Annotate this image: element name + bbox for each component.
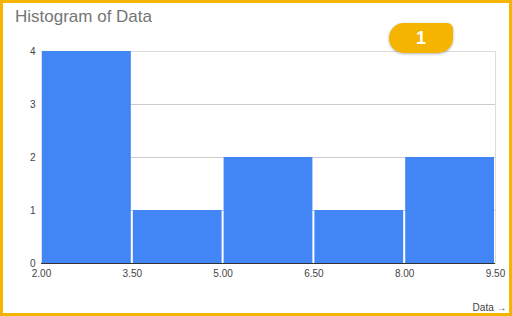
html-text:Histogram of Data: Histogram of Data (15, 7, 152, 26)
svg-text:3: 3 (30, 99, 36, 110)
html-text:1: 1 (416, 28, 426, 48)
svg-text:4: 4 (30, 46, 36, 57)
svg-text:2: 2 (30, 152, 36, 163)
svg-text:5.00: 5.00 (213, 268, 233, 279)
svg-text:8.00: 8.00 (395, 268, 415, 279)
svg-text:Data →: Data → (473, 302, 507, 313)
svg-text:2.00: 2.00 (32, 268, 52, 279)
svg-text:3.50: 3.50 (123, 268, 143, 279)
svg-text:6.50: 6.50 (304, 268, 324, 279)
svg-text:9.50: 9.50 (486, 268, 506, 279)
svg-text:1: 1 (30, 205, 36, 216)
svg-text:0: 0 (30, 258, 36, 269)
